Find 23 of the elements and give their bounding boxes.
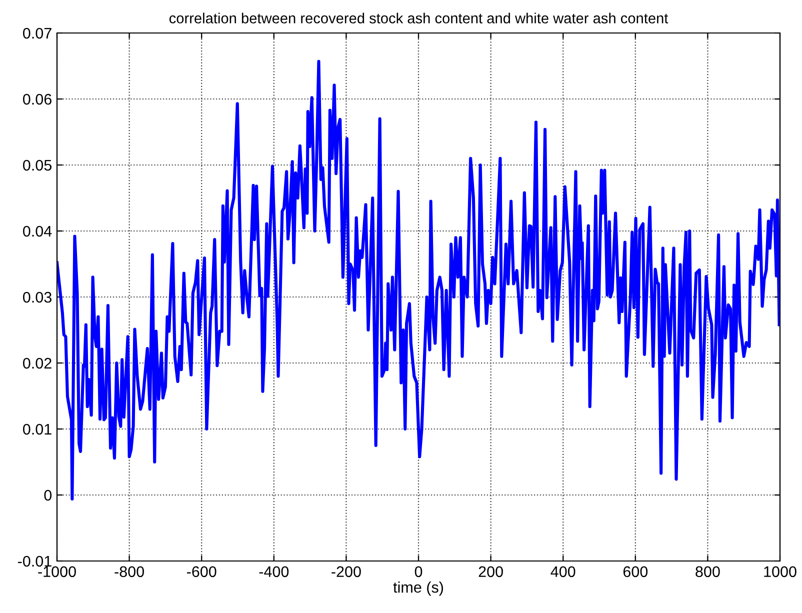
chart-title: correlation between recovered stock ash content and white water ash content <box>169 12 668 24</box>
y-tick-label: -0.01 <box>18 556 52 567</box>
y-tick-label: 0.07 <box>23 28 52 39</box>
line-series <box>57 60 780 500</box>
x-tick-label: -800 <box>114 566 144 578</box>
x-tick-label: 600 <box>623 566 648 578</box>
x-tick-label: 400 <box>550 566 576 578</box>
y-tick-label: 0.05 <box>23 160 52 171</box>
y-tick-label: 0.03 <box>23 292 52 303</box>
y-tick-label: 0 <box>44 490 52 501</box>
y-tick-label: 0.06 <box>23 94 52 105</box>
x-tick-label: 0 <box>414 566 422 578</box>
y-tick-label: 0.01 <box>23 424 52 435</box>
x-tick-label: 800 <box>696 566 720 578</box>
x-tick-label: -600 <box>186 566 216 578</box>
x-tick-label: 1000 <box>764 566 796 578</box>
x-tick-label: 200 <box>478 566 503 578</box>
x-tick-label: -1000 <box>38 566 76 578</box>
x-tick-label: -200 <box>332 566 361 578</box>
y-tick-label: 0.02 <box>23 358 52 369</box>
y-tick-label: 0.04 <box>23 226 52 237</box>
x-tick-label: -400 <box>259 566 289 578</box>
x-axis-title: time (s) <box>393 581 444 596</box>
